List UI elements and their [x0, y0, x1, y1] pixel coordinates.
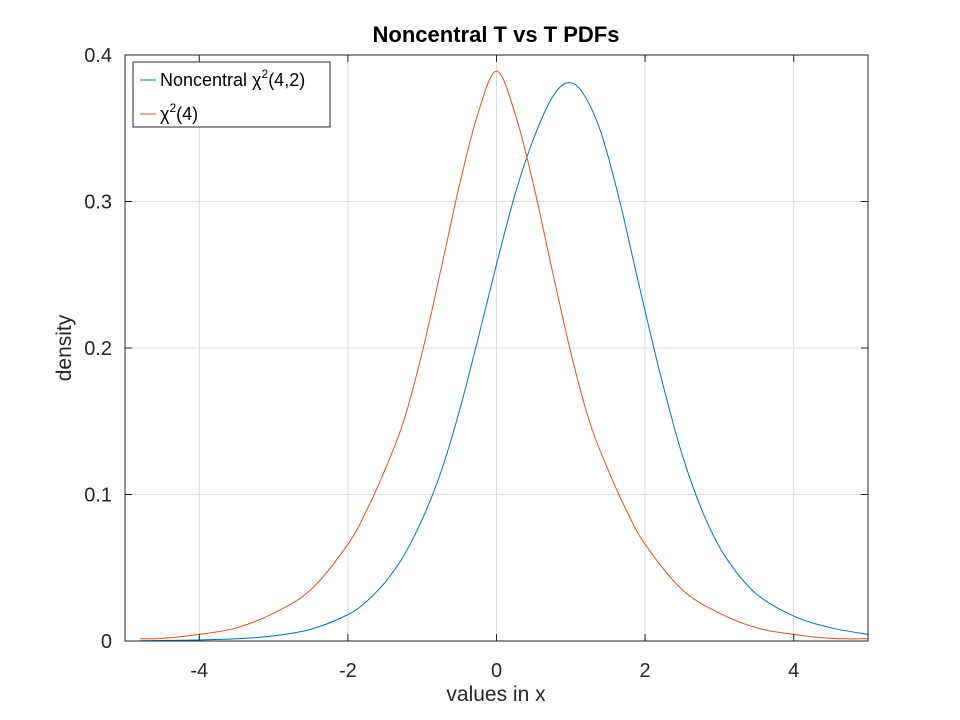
chart-title: Noncentral T vs T PDFs [373, 22, 620, 47]
x-axis-label: values in x [446, 683, 546, 706]
series-line-0 [139, 82, 869, 642]
legend-label-1: χ2(4) [160, 101, 198, 124]
x-tick-label: 2 [640, 660, 651, 682]
tick-marks [125, 54, 868, 642]
y-tick-label: 0.2 [84, 338, 112, 360]
legend-box [132, 61, 331, 128]
series-line-1 [139, 70, 869, 640]
y-tick-labels: 0 0.1 0.2 0.3 0.4 [84, 45, 112, 653]
x-tick-label: 4 [788, 660, 799, 682]
y-tick-label: 0.1 [84, 485, 112, 507]
y-axis-label: density [53, 314, 76, 381]
x-tick-label: 0 [491, 660, 502, 682]
y-tick-label: 0.3 [84, 192, 112, 214]
legend-label-0: Noncentral χ2(4,2) [160, 67, 305, 90]
legend-entries: Noncentral χ2(4,2) χ2(4) [140, 67, 305, 124]
x-tick-labels: -4 -2 0 2 4 [190, 660, 799, 682]
legend: Noncentral χ2(4,2) χ2(4) [132, 61, 331, 128]
y-tick-label: 0.4 [84, 45, 112, 67]
y-tick-label: 0 [101, 631, 112, 653]
series-layer [139, 70, 869, 642]
x-tick-label: -2 [339, 660, 357, 682]
x-tick-label: -4 [190, 660, 208, 682]
